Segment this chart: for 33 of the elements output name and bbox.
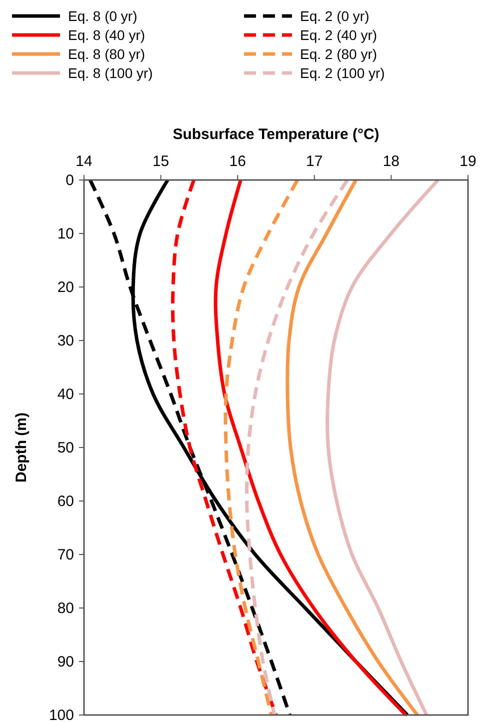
y-tick-label: 10	[57, 226, 74, 242]
y-tick-label: 50	[57, 440, 74, 456]
legend-label: Eq. 8 (100 yr)	[68, 65, 153, 81]
line-series	[214, 178, 408, 717]
y-tick-label: 0	[66, 172, 74, 189]
legend-label: Eq. 2 (0 yr)	[300, 8, 370, 24]
y-tick-label: 40	[57, 386, 74, 403]
line-series	[171, 178, 278, 717]
y-tick-label: 70	[57, 546, 74, 564]
line-series	[286, 178, 420, 717]
line-series	[245, 178, 350, 717]
legend-label: Eq. 8 (40 yr)	[68, 27, 146, 43]
y-axis-title: Depth (m)	[13, 412, 30, 482]
legend-label: Eq. 8 (80 yr)	[68, 46, 146, 62]
x-tick-label: 18	[382, 153, 400, 170]
x-tick-label: 19	[460, 153, 476, 170]
y-tick-label: 100	[48, 707, 74, 723]
legend-label: Eq. 2 (80 yr)	[300, 46, 378, 62]
line-series	[326, 178, 440, 717]
x-tick-label: 14	[76, 153, 92, 170]
y-tick-label: 30	[57, 332, 74, 350]
x-tick-label: 16	[229, 153, 246, 170]
x-tick-label: 17	[306, 153, 323, 170]
x-axis-title: Subsurface Temperature (°C)	[172, 126, 380, 143]
y-tick-label: 80	[57, 600, 74, 617]
y-tick-label: 60	[57, 493, 74, 510]
legend-label: Eq. 8 (0 yr)	[68, 8, 138, 24]
legend-label: Eq. 2 (100 yr)	[300, 65, 385, 81]
legend-label: Eq. 2 (40 yr)	[300, 27, 378, 43]
y-tick-label: 20	[57, 279, 74, 296]
x-tick-label: 15	[152, 153, 170, 170]
y-tick-label: 90	[57, 654, 74, 670]
line-series	[224, 178, 300, 717]
